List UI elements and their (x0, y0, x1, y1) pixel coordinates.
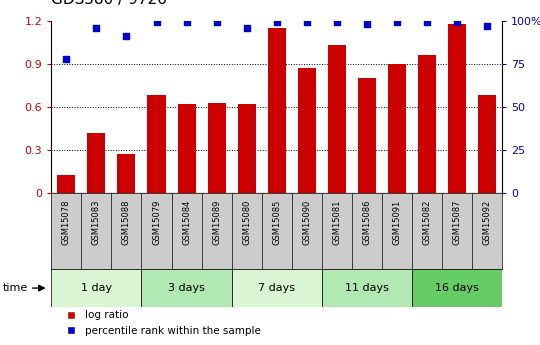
Bar (57, 175, 76, 193)
Text: 16 days: 16 days (435, 283, 479, 293)
Text: GSM15080: GSM15080 (242, 199, 251, 245)
Point (423, 20, 431, 25)
Point (152, 20, 161, 25)
Bar (117, 155, 136, 193)
Text: 11 days: 11 days (345, 283, 389, 293)
Bar (388, 64, 406, 193)
Text: 3 days: 3 days (168, 283, 205, 293)
Bar (478, 96, 496, 193)
Point (182, 20, 191, 25)
Point (393, 20, 401, 25)
Text: GSM15082: GSM15082 (423, 199, 431, 245)
Text: GSM15081: GSM15081 (333, 199, 341, 245)
Text: GSM15089: GSM15089 (212, 199, 221, 245)
Point (333, 20, 341, 25)
Point (242, 25, 251, 30)
Bar (358, 78, 376, 193)
Bar (141, 269, 232, 307)
Bar (298, 68, 316, 193)
Bar (178, 104, 195, 193)
Text: GSM15085: GSM15085 (272, 199, 281, 245)
Bar (147, 96, 166, 193)
Text: 1 day: 1 day (81, 283, 112, 293)
Bar (328, 45, 346, 193)
Text: 7 days: 7 days (258, 283, 295, 293)
Text: time: time (3, 283, 28, 293)
Text: GSM15079: GSM15079 (152, 199, 161, 245)
Bar (322, 269, 412, 307)
Text: GDS580 / 9726: GDS580 / 9726 (51, 0, 167, 7)
Point (483, 23, 491, 29)
Text: GSM15078: GSM15078 (62, 199, 71, 245)
Point (62, 56, 71, 61)
Point (453, 20, 461, 25)
Bar (418, 55, 436, 193)
Point (122, 33, 131, 39)
Text: GSM15092: GSM15092 (483, 199, 492, 245)
Text: GSM15088: GSM15088 (122, 199, 131, 245)
Legend: log ratio, percentile rank within the sample: log ratio, percentile rank within the sa… (57, 306, 265, 340)
Bar (87, 133, 105, 193)
Text: GSM15083: GSM15083 (92, 199, 101, 245)
Text: GSM15087: GSM15087 (453, 199, 462, 245)
Point (212, 20, 221, 25)
Point (363, 21, 372, 27)
Text: GSM15086: GSM15086 (362, 199, 372, 245)
Bar (448, 23, 466, 193)
Point (92, 25, 101, 30)
Bar (51, 269, 141, 307)
Bar (412, 269, 502, 307)
Bar (232, 269, 322, 307)
Bar (268, 28, 286, 193)
Point (302, 20, 311, 25)
Text: GSM15090: GSM15090 (302, 199, 311, 245)
Text: GSM15091: GSM15091 (393, 199, 402, 245)
Text: GSM15084: GSM15084 (182, 199, 191, 245)
Point (273, 20, 281, 25)
Bar (207, 103, 226, 193)
Bar (238, 104, 256, 193)
